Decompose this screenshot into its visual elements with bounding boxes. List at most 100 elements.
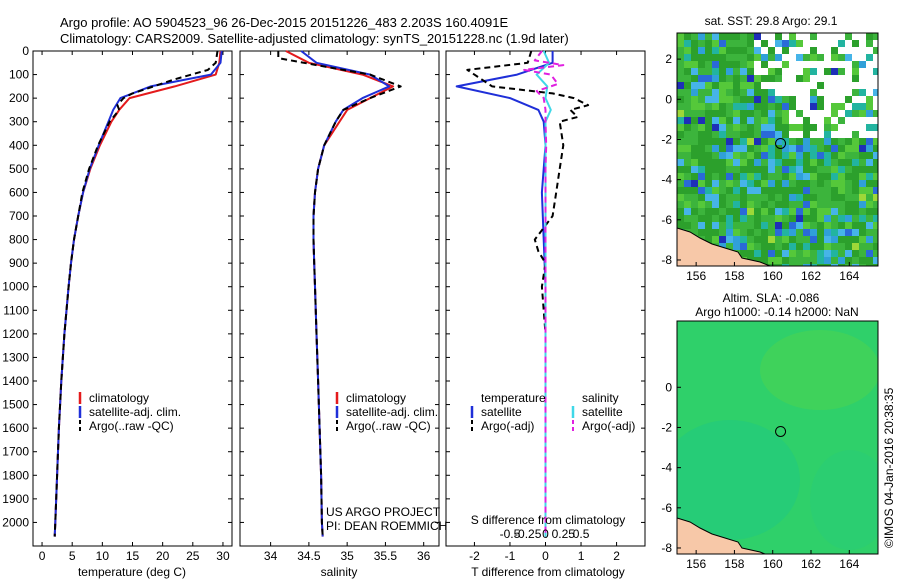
sst-cell	[733, 61, 740, 68]
sst-cell	[789, 215, 796, 222]
sst-cell	[852, 152, 859, 159]
sst-cell	[852, 180, 859, 187]
sst-cell	[824, 159, 831, 166]
sst-cell	[677, 103, 684, 110]
sst-cell	[768, 47, 775, 54]
sst-cell	[712, 75, 719, 82]
sst-cell	[831, 145, 838, 152]
sst-cell	[754, 187, 761, 194]
depth-tick-label: 1400	[2, 374, 29, 388]
sst-map-land	[677, 227, 771, 266]
sst-cell	[677, 194, 684, 201]
sst-cell	[824, 68, 831, 75]
sst-cell	[747, 250, 754, 257]
sst-cell	[789, 250, 796, 257]
sst-cell	[719, 201, 726, 208]
sst-cell	[733, 110, 740, 117]
sst-cell	[754, 208, 761, 215]
sst-cell	[803, 208, 810, 215]
sst-cell	[803, 257, 810, 264]
sst-cell	[684, 40, 691, 47]
sst-cell	[761, 131, 768, 138]
sst-cell	[677, 173, 684, 180]
sst-cell	[747, 68, 754, 75]
sst-cell	[775, 236, 782, 243]
sst-cell	[712, 68, 719, 75]
x-tick-label: 36	[417, 549, 431, 563]
sst-cell	[761, 89, 768, 96]
sst-cell	[817, 173, 824, 180]
sst-cell	[733, 33, 740, 40]
header-title-line2: Climatology: CARS2009. Satellite-adjuste…	[60, 31, 569, 46]
sst-cell	[754, 201, 761, 208]
sst-cell	[845, 138, 852, 145]
sla-map: 156 158 160 162 164 0 -2 -4 -6 -8	[661, 320, 879, 571]
sst-cell	[775, 166, 782, 173]
sst-cell	[831, 180, 838, 187]
sst-cell	[754, 89, 761, 96]
sla-map-shade	[810, 450, 878, 550]
sst-cell	[817, 138, 824, 145]
x-tick-label: 34	[264, 549, 278, 563]
legend-temperature-title: temperature	[481, 391, 546, 405]
sst-cell	[691, 201, 698, 208]
sst-cell	[740, 89, 747, 96]
sst-cell	[747, 194, 754, 201]
sst-cell	[873, 201, 878, 208]
sst-cell	[873, 236, 878, 243]
sst-cell	[747, 89, 754, 96]
sst-cell	[838, 117, 845, 124]
sst-cell	[775, 33, 782, 40]
sst-cell	[726, 138, 733, 145]
sst-cell	[726, 33, 733, 40]
sst-cell	[866, 208, 873, 215]
sst-cell	[768, 250, 775, 257]
sst-cell	[859, 208, 866, 215]
sst-cell	[838, 236, 845, 243]
sst-cell	[691, 131, 698, 138]
sst-cell	[712, 89, 719, 96]
sst-cell	[789, 152, 796, 159]
sst-cell	[754, 194, 761, 201]
sst-cell	[838, 173, 845, 180]
sst-cell	[698, 208, 705, 215]
sst-cell	[747, 61, 754, 68]
sst-cell	[677, 82, 684, 89]
pi-annotation: PI: DEAN ROEMMICH	[326, 519, 447, 533]
profile-line-clim	[53, 50, 222, 537]
sst-cell	[719, 152, 726, 159]
sst-cell	[866, 250, 873, 257]
sst-cell	[740, 243, 747, 250]
sst-cell	[719, 222, 726, 229]
sst-cell	[740, 68, 747, 75]
sst-cell	[782, 257, 789, 264]
sst-cell	[684, 187, 691, 194]
sst-cell	[810, 159, 817, 166]
sst-cell	[761, 138, 768, 145]
sst-cell	[845, 152, 852, 159]
sst-cell	[698, 180, 705, 187]
sst-cell	[719, 173, 726, 180]
sst-cell	[747, 110, 754, 117]
sst-cell	[775, 194, 782, 201]
sst-cell	[831, 257, 838, 264]
sst-cell	[824, 145, 831, 152]
sst-cell	[740, 208, 747, 215]
sst-cell	[747, 33, 754, 40]
sst-cell	[866, 243, 873, 250]
sst-cell	[719, 180, 726, 187]
sst-cell	[740, 103, 747, 110]
sst-cell	[810, 257, 817, 264]
s-difference-tick-label: 0.5	[573, 527, 590, 541]
sst-cell	[684, 124, 691, 131]
sst-cell	[852, 264, 859, 266]
depth-tick-label: 0	[22, 44, 29, 58]
sla-map-shade	[677, 420, 800, 540]
sst-cell	[817, 103, 824, 110]
sst-cell	[789, 145, 796, 152]
sst-cell	[740, 54, 747, 61]
sst-cell	[684, 54, 691, 61]
t-difference-label: T difference from climatology	[471, 565, 625, 579]
sst-cell	[733, 222, 740, 229]
sst-cell	[782, 152, 789, 159]
